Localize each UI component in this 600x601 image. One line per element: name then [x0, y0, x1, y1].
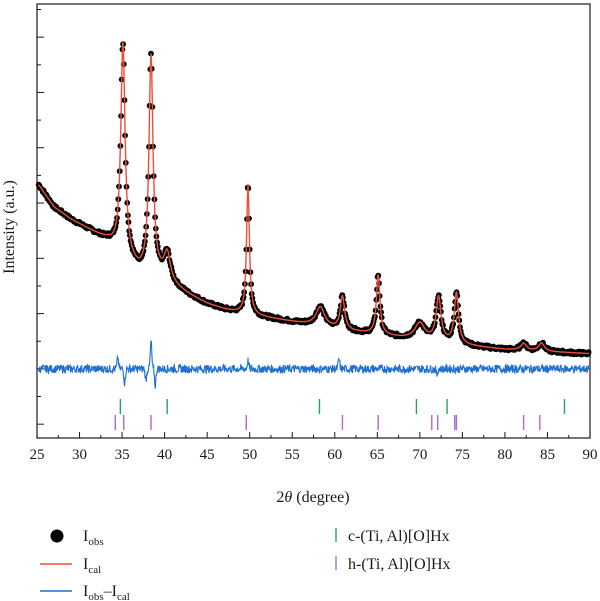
obs-point [585, 349, 592, 356]
c-phase-reflections [119, 399, 566, 414]
legend-label: c-(Ti, Al)[O]Hx [348, 528, 450, 545]
x-tick-label: 50 [242, 447, 257, 463]
legend-label-part: obs [88, 591, 103, 601]
legend-symbol-dot [50, 529, 64, 543]
x-axis-title-suffix: (degree) [292, 489, 349, 506]
x-tick-label: 65 [370, 447, 385, 463]
x-axis-title-prefix: 2 [276, 489, 284, 506]
x-tick-label: 55 [285, 447, 300, 463]
legend-label-part: c-(Ti, Al)[O]Hx [348, 528, 450, 545]
x-tick-label: 85 [540, 447, 555, 463]
legend-label-part: I [83, 556, 88, 573]
x-tick-label: 70 [412, 447, 427, 463]
legend-label-part: h-(Ti, Al)[O]Hx [348, 556, 451, 573]
y-axis-title: Intensity (a.u.) [1, 180, 18, 274]
legend-label-part: cal [117, 591, 130, 601]
legend-label-part: cal [88, 564, 101, 576]
legend-label: Iobs–Ical [83, 583, 130, 601]
legend-label: Ical [83, 556, 101, 576]
legend-label-part: obs [88, 536, 103, 548]
legend-label: Iobs [83, 528, 104, 548]
calculated-series-line [38, 40, 589, 355]
legend-label: h-(Ti, Al)[O]Hx [348, 556, 451, 573]
x-tick-label: 40 [157, 447, 172, 463]
x-tick-label: 45 [200, 447, 215, 463]
x-axis-ticks: 25 30 35 40 45 50 55 60 65 70 75 80 85 90 [30, 432, 598, 463]
x-tick-label: 75 [455, 447, 470, 463]
legend-label-part: I [83, 583, 88, 600]
x-tick-label: 90 [583, 447, 598, 463]
y-axis-ticks [37, 9, 44, 425]
x-axis-title-theta: θ [284, 489, 292, 506]
legend-label-part: I [83, 528, 88, 545]
x-tick-label: 25 [30, 447, 45, 463]
x-tick-label: 60 [327, 447, 342, 463]
x-axis-title: 2θ (degree) [276, 489, 349, 506]
h-phase-reflections [114, 415, 541, 430]
difference-series-line [38, 340, 590, 389]
x-tick-label: 35 [115, 447, 130, 463]
legend-label-part: –I [103, 583, 117, 600]
observed-series-points [35, 41, 592, 358]
x-tick-label: 30 [72, 447, 87, 463]
x-tick-label: 80 [497, 447, 512, 463]
